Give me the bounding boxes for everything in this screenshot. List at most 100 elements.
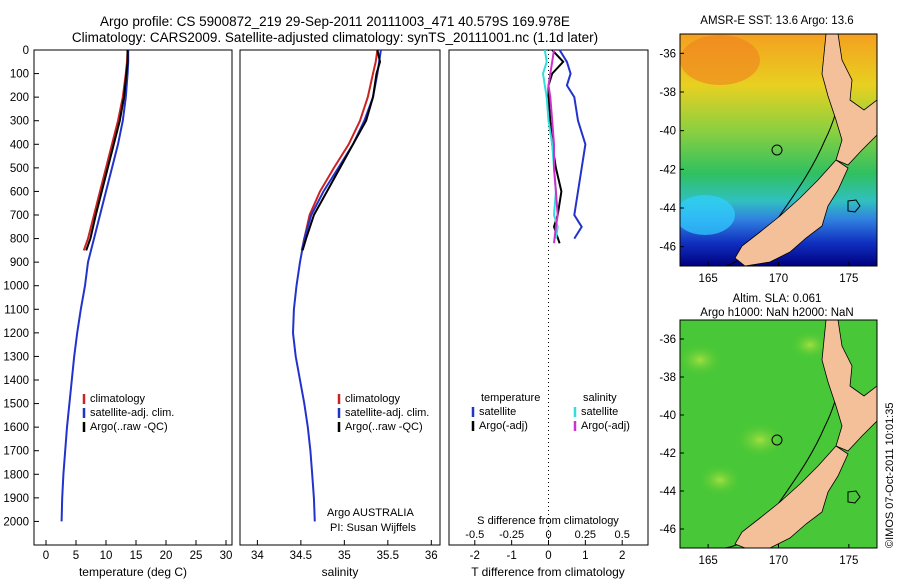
x-tick-label: 34.5 xyxy=(290,550,312,562)
x-tick-label: 0 xyxy=(43,550,49,562)
x-tick-label: 20 xyxy=(160,550,173,562)
sst-warm-patch xyxy=(680,35,760,85)
x-tick-label-t: -1 xyxy=(507,550,517,562)
x-tick-label: 34 xyxy=(251,550,264,562)
series-climatology xyxy=(300,49,379,251)
sst-map-ticks: 165 170 175 -36 -38 -40 -42 -44 -46 xyxy=(659,48,858,285)
sla-patch-1 xyxy=(680,342,725,378)
y-tick-label: 100 xyxy=(10,69,29,81)
y-tick-label: 400 xyxy=(10,139,29,151)
series-argo-raw-qc xyxy=(301,49,382,251)
map-y-tick-label: -38 xyxy=(659,87,676,99)
series-argo-raw-qc xyxy=(85,50,129,251)
x-tick-label: 30 xyxy=(220,550,233,562)
map-x-tick-label: 170 xyxy=(769,273,788,285)
y-tick-label: 1100 xyxy=(4,304,29,316)
y-tick-label: 300 xyxy=(10,116,29,128)
legend-label: satellite-adj. clim. xyxy=(90,407,174,419)
map-y-tick-label: -40 xyxy=(659,126,676,138)
y-tick-label: 1700 xyxy=(3,446,29,458)
sla-float-marker xyxy=(771,434,783,446)
map-x-tick-label: 175 xyxy=(839,273,858,285)
sst-square-marker xyxy=(847,199,861,213)
legend-label: satellite-adj. clim. xyxy=(345,407,429,419)
map-y-tick-label: -36 xyxy=(659,48,676,60)
legend-heading-temperature: temperature xyxy=(481,392,540,404)
y-tick-label: 1800 xyxy=(3,469,29,481)
legend-label: Argo(..raw -QC) xyxy=(90,421,168,433)
map-y-tick-label: -42 xyxy=(659,448,676,460)
x-tick-label: 25 xyxy=(190,550,203,562)
temperature-y-ticks: 0 100 200 300 400 500 600 700 800 900 1000 1100 1200… xyxy=(3,45,39,528)
x-tick-label-t: 0 xyxy=(545,550,551,562)
difference-series xyxy=(541,49,587,244)
sla-patch-3 xyxy=(696,462,744,498)
x-tick-label-t: 1 xyxy=(582,550,588,562)
sla-patch-4 xyxy=(788,329,832,361)
header-line2: Climatology: CARS2009. Satellite-adjuste… xyxy=(72,30,598,45)
sst-float-marker xyxy=(771,144,783,156)
temperature-plot-frame xyxy=(33,49,233,546)
credit-text: ©IMOS 07-Oct-2011 10:01:35 xyxy=(884,403,896,548)
map-x-tick-label: 165 xyxy=(699,555,718,567)
y-tick-label: 2000 xyxy=(3,516,29,528)
salinity-xlabel: salinity xyxy=(322,565,359,579)
map-y-tick-label: -44 xyxy=(659,203,676,215)
x-tick-label: 10 xyxy=(100,550,113,562)
map-y-tick-label: -46 xyxy=(659,242,676,254)
map-y-tick-label: -42 xyxy=(659,164,676,176)
y-tick-label: 1300 xyxy=(3,351,29,363)
difference-xlabel-top: S difference from climatology xyxy=(477,515,619,527)
difference-panel: -2 -1 0 1 2 -0.5 -0.25 0 0.25 0.5 S difference fr… xyxy=(448,49,649,579)
south-island xyxy=(734,159,849,266)
temperature-legend: climatology satellite-adj. clim. Argo(..ra… xyxy=(82,393,174,433)
y-tick-label: 1500 xyxy=(3,399,29,411)
series-satellite-adj-clim xyxy=(60,50,130,522)
x-tick-label: 15 xyxy=(130,550,143,562)
x-tick-label: 35.5 xyxy=(377,550,399,562)
difference-x-ticks: -2 -1 0 1 2 -0.5 -0.25 0 0.25 0.5 xyxy=(465,529,630,562)
sst-map-title: AMSR-E SST: 13.6 Argo: 13.6 xyxy=(700,15,853,27)
x-tick-label-s: -0.5 xyxy=(465,529,484,541)
y-tick-label: 1600 xyxy=(3,422,29,434)
sst-map: AMSR-E SST: 13.6 Argo: 13.6 165 170 175 -36… xyxy=(659,15,878,285)
sla-north-island xyxy=(821,320,877,452)
header-line1: Argo profile: CS 5900872_219 29-Sep-2011… xyxy=(100,14,570,29)
map-y-tick-label: -44 xyxy=(659,486,676,498)
salinity-series xyxy=(291,49,382,522)
salinity-plot-frame xyxy=(239,49,441,546)
x-tick-label-s: -0.25 xyxy=(499,529,524,541)
map-x-tick-label: 165 xyxy=(699,273,718,285)
temperature-x-ticks: 0 5 10 15 20 25 30 xyxy=(43,540,233,562)
series-s-argo-adj xyxy=(547,49,559,244)
map-y-tick-label: -36 xyxy=(659,334,676,346)
salinity-x-ticks: 34 34.5 35 35.5 36 xyxy=(251,540,438,562)
sla-map-title-line1: Altim. SLA: 0.061 xyxy=(733,293,822,305)
legend-label: Argo(..raw -QC) xyxy=(345,421,423,433)
sst-cool-patch xyxy=(680,195,735,235)
salinity-panel: 34 34.5 35 35.5 36 salinity climatology satel… xyxy=(239,49,441,579)
y-tick-label: 200 xyxy=(10,92,29,104)
sla-map-ticks: 165 170 175 -36 -38 -40 -42 -44 -46 xyxy=(659,334,858,567)
sla-south-island xyxy=(734,445,849,548)
map-y-tick-label: -46 xyxy=(659,524,676,536)
temperature-xlabel: temperature (deg C) xyxy=(79,565,187,579)
y-tick-label: 800 xyxy=(10,234,29,246)
legend-label: satellite xyxy=(581,406,618,418)
sla-square-marker xyxy=(847,490,861,504)
map-y-tick-label: -38 xyxy=(659,372,676,384)
temperature-series xyxy=(60,49,130,522)
sla-map: Altim. SLA: 0.061 Argo h1000: NaN h2000:… xyxy=(659,293,878,567)
legend-label: climatology xyxy=(345,393,401,405)
series-s-satellite xyxy=(541,49,559,239)
y-tick-label: 1000 xyxy=(3,281,29,293)
x-tick-label-t: 2 xyxy=(619,550,625,562)
legend-label: satellite xyxy=(479,406,516,418)
sla-patch-2 xyxy=(732,420,788,460)
north-island xyxy=(821,34,877,166)
y-tick-label: 0 xyxy=(23,45,29,57)
map-x-tick-label: 175 xyxy=(839,555,858,567)
map-y-tick-label: -40 xyxy=(659,410,676,422)
x-tick-label: 35 xyxy=(338,550,351,562)
